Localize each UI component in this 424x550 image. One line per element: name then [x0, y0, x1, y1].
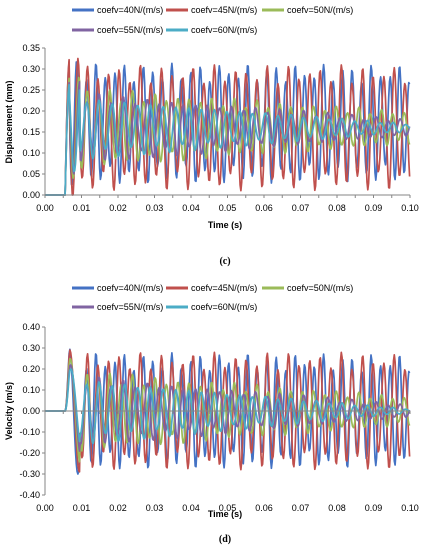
series-line-c-2	[44, 57, 411, 196]
x-tick-label-d: 0.06	[255, 503, 273, 513]
y-tick-label-c: 0.25	[22, 85, 40, 95]
y-tick-label-d: -0.20	[19, 448, 40, 458]
x-axis-label-d: Time (s)	[208, 509, 242, 519]
y-axis-label-c: Displacement (mm)	[4, 80, 14, 163]
chart-d: coefv=40N/(m/s) coefv=45N/(m/s) coefv=50N/…	[4, 283, 419, 545]
y-tick-label-c: 0.15	[22, 127, 40, 137]
series-line-c-4	[44, 81, 411, 196]
legend-label-d-3: coefv=50N/(m/s)	[287, 283, 353, 293]
legend-label-d-1: coefv=40N/(m/s)	[97, 283, 163, 293]
plot-area-c: 0.00 0.05 0.10 0.15 0.20 0.25 0.30 0.35 0.00 0.01…	[22, 43, 418, 213]
x-tick-label-c: 0.09	[365, 203, 383, 213]
x-tick-label-c: 0.00	[36, 203, 54, 213]
y-tick-label-d: -0.40	[19, 490, 40, 500]
x-tick-label-d: 0.00	[36, 503, 54, 513]
y-tick-label-d: 0.30	[22, 343, 40, 353]
y-tick-label-d: 0.10	[22, 385, 40, 395]
x-tick-label-c: 0.03	[146, 203, 164, 213]
y-tick-label-d: -0.10	[19, 427, 40, 437]
y-tick-label-c: 0.00	[22, 190, 40, 200]
y-tick-label-d: -0.30	[19, 469, 40, 479]
x-tick-label-c: 0.08	[328, 203, 346, 213]
series-line-d-5	[44, 368, 411, 445]
x-tick-label-c: 0.07	[292, 203, 310, 213]
legend-label-c-1: coefv=40N/(m/s)	[97, 5, 163, 15]
legend-label-d-4: coefv=55N/(m/s)	[97, 302, 163, 312]
y-tick-label-c: 0.20	[22, 106, 40, 116]
x-tick-label-d: 0.02	[109, 503, 127, 513]
x-tick-label-d: 0.01	[73, 503, 91, 513]
x-tick-label-c: 0.04	[182, 203, 200, 213]
x-tick-label-d: 0.10	[401, 503, 419, 513]
plot-area-d: 0.40 0.30 0.20 0.10 0.00 -0.10 -0.20 -0.30 -0.40…	[19, 322, 418, 513]
y-tick-label-c: 0.10	[22, 148, 40, 158]
y-tick-label-c: 0.05	[22, 169, 40, 179]
x-tick-label-c: 0.01	[73, 203, 91, 213]
y-tick-label-d: 0.40	[22, 322, 40, 332]
legend-label-c-4: coefv=55N/(m/s)	[97, 25, 163, 35]
legend-d: coefv=40N/(m/s) coefv=45N/(m/s) coefv=50N/…	[72, 283, 353, 312]
x-tick-label-d: 0.07	[292, 503, 310, 513]
legend-label-c-2: coefv=45N/(m/s)	[191, 5, 257, 15]
y-tick-label-d: 0.00	[22, 406, 40, 416]
x-tick-label-d: 0.09	[365, 503, 383, 513]
x-tick-label-c: 0.02	[109, 203, 127, 213]
y-axis-label-d: Velocity (m/s)	[4, 382, 14, 440]
x-tick-label-d: 0.08	[328, 503, 346, 513]
x-axis-label-c: Time (s)	[208, 220, 242, 230]
legend-label-d-5: coefv=60N/(m/s)	[191, 302, 257, 312]
chart-c: coefv=40N/(m/s) coefv=45N/(m/s) coefv=50N/…	[4, 5, 419, 267]
x-tick-label-c: 0.05	[219, 203, 237, 213]
caption-c: (c)	[219, 256, 230, 267]
x-tick-label-d: 0.03	[146, 503, 164, 513]
legend-label-c-3: coefv=50N/(m/s)	[287, 5, 353, 15]
y-tick-label-c: 0.35	[22, 43, 40, 53]
legend-c: coefv=40N/(m/s) coefv=45N/(m/s) coefv=50N/…	[72, 5, 353, 35]
legend-label-d-2: coefv=45N/(m/s)	[191, 283, 257, 293]
series-line-c-5	[44, 83, 411, 196]
y-tick-label-d: 0.20	[22, 364, 40, 374]
legend-label-c-5: coefv=60N/(m/s)	[191, 25, 257, 35]
series-line-d-4	[44, 364, 411, 452]
x-tick-label-c: 0.06	[255, 203, 273, 213]
caption-d: (d)	[219, 534, 231, 545]
series-line-d-2	[44, 349, 411, 473]
x-tick-label-c: 0.10	[401, 203, 419, 213]
y-tick-label-c: 0.30	[22, 64, 40, 74]
x-tick-label-d: 0.04	[182, 503, 200, 513]
x-tick-label-d: 0.05	[219, 503, 237, 513]
